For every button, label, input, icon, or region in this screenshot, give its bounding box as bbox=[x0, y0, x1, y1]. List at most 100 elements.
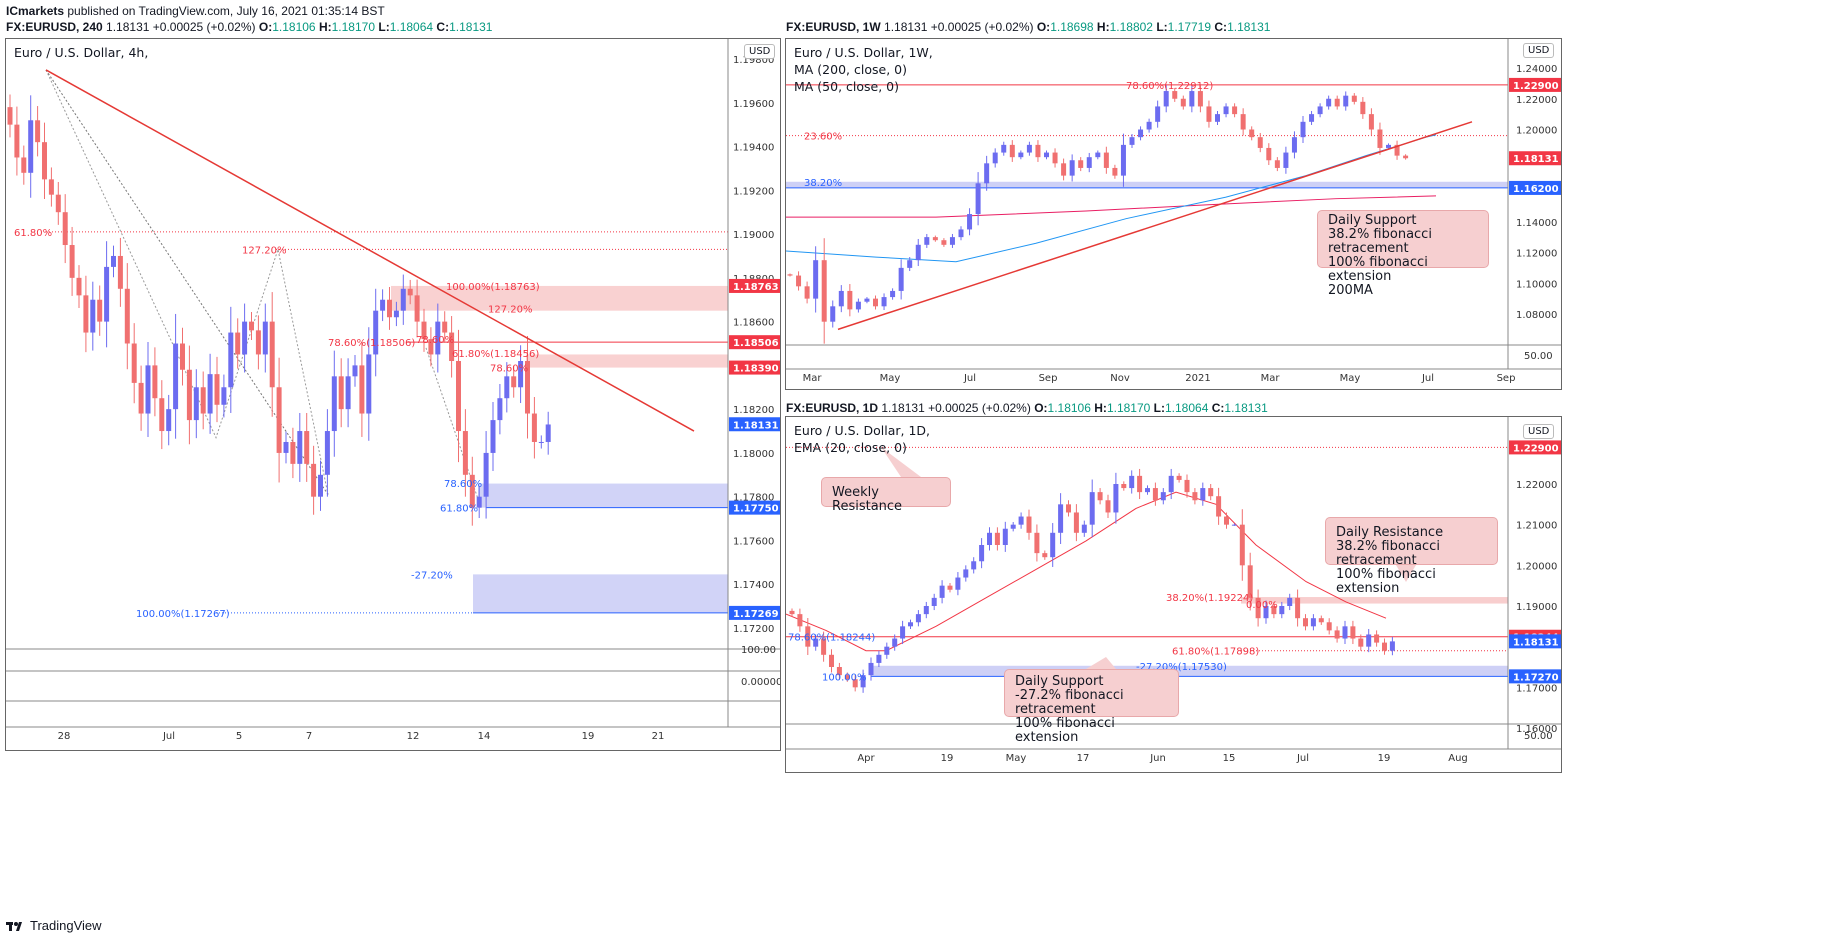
candle-body bbox=[1145, 488, 1150, 493]
indicator-ma50[interactable]: MA (50, close, 0) bbox=[794, 79, 900, 94]
x-tick-label: May bbox=[880, 373, 901, 384]
candle-body bbox=[1042, 553, 1048, 558]
change: +0.00025 (+0.02%) bbox=[928, 401, 1031, 415]
y-tick-label: 1.19200 bbox=[733, 186, 774, 197]
last-price: 1.18131 bbox=[881, 401, 925, 415]
candle-body bbox=[1103, 152, 1109, 168]
candle-body bbox=[1274, 160, 1280, 168]
symbol-label: FX:EURUSD, 1D bbox=[786, 401, 879, 415]
close-value: 1.18131 bbox=[1227, 20, 1271, 34]
candle-body bbox=[152, 365, 158, 399]
chart-canvas-h4[interactable]: 61.80% 127.20% 100.00%(1.18763) 127.20% 78.6… bbox=[6, 39, 782, 750]
currency-badge[interactable]: USD bbox=[1523, 43, 1555, 58]
candle-body bbox=[1360, 101, 1366, 115]
candle-body bbox=[881, 297, 887, 307]
candle-body bbox=[1176, 475, 1182, 480]
candle-body bbox=[987, 532, 992, 545]
candle-body bbox=[789, 610, 795, 615]
candle-body bbox=[469, 474, 475, 508]
price-tag-label: 1.18390 bbox=[733, 364, 779, 375]
candle-body bbox=[1129, 475, 1135, 489]
candle-body bbox=[1058, 504, 1064, 533]
chart-canvas-w1[interactable]: 78.60%(1.22912) 23.60% 38.20% 1.24000 1.2200… bbox=[785, 39, 1561, 389]
candle-body bbox=[787, 274, 793, 276]
resistance-zone bbox=[526, 354, 728, 368]
support-zone bbox=[871, 665, 1508, 677]
candle-body bbox=[1168, 475, 1174, 493]
y-tick-label: 1.18600 bbox=[733, 318, 774, 329]
candle-body bbox=[1309, 114, 1315, 122]
indicator-ema20[interactable]: EMA (20, close, 0) bbox=[794, 440, 907, 455]
candle-body bbox=[55, 194, 61, 213]
x-tick-label: Aug bbox=[1448, 753, 1468, 764]
candle-body bbox=[838, 290, 844, 307]
candle-body bbox=[1018, 152, 1024, 158]
candle-body bbox=[1002, 528, 1008, 545]
callout-pointer bbox=[1396, 565, 1416, 582]
candle-body bbox=[1240, 114, 1246, 130]
candle-body bbox=[804, 286, 810, 299]
candle-body bbox=[83, 295, 89, 333]
fib-label: 78.60% bbox=[416, 335, 454, 346]
callout-line: Daily Support bbox=[1328, 213, 1417, 228]
callout-line: 200MA bbox=[1328, 283, 1373, 298]
candle-body bbox=[490, 420, 496, 453]
candle-body bbox=[1386, 144, 1391, 148]
callout-pointer bbox=[1086, 657, 1116, 669]
candle-body bbox=[262, 321, 268, 355]
low-value: 1.17719 bbox=[1167, 20, 1212, 34]
candle-body bbox=[855, 301, 861, 310]
candle-body bbox=[400, 288, 406, 311]
chart-title-text: Euro / U.S. Dollar, 1D, bbox=[794, 423, 931, 438]
y-tick-label: 1.17000 bbox=[1516, 683, 1557, 694]
candle-body bbox=[380, 299, 386, 311]
currency-badge[interactable]: USD bbox=[744, 44, 776, 59]
candle-body bbox=[297, 431, 303, 464]
candle-body bbox=[924, 237, 930, 245]
price-tag bbox=[729, 605, 781, 620]
chart-panel-d1[interactable]: 78.60%(1.18244) 100.00% 38.20%(1.19224) 0.0… bbox=[785, 416, 1562, 773]
tradingview-logo-icon bbox=[6, 921, 22, 931]
resistance-zone bbox=[391, 285, 728, 311]
fib-label: 100.00%(1.18763) bbox=[446, 282, 540, 293]
change: +0.00025 (+0.02%) bbox=[930, 20, 1034, 34]
chart-canvas-d1[interactable]: 78.60%(1.18244) 100.00% 38.20%(1.19224)0.0… bbox=[785, 417, 1561, 772]
chart-title: Euro / U.S. Dollar, 1D, EMA (20, close, … bbox=[794, 422, 930, 456]
y-tick-label: 1.19000 bbox=[1516, 602, 1557, 613]
price-tag bbox=[729, 335, 781, 350]
candle-body bbox=[949, 237, 955, 245]
fib-label: 61.80%(1.18456) bbox=[452, 349, 539, 360]
candle-body bbox=[829, 654, 834, 667]
candle-body bbox=[1350, 626, 1356, 639]
candle-body bbox=[1001, 144, 1007, 153]
candle-body bbox=[1113, 484, 1119, 513]
candle-body bbox=[852, 679, 858, 688]
candle-body bbox=[345, 376, 351, 410]
candle-body bbox=[1366, 634, 1372, 647]
candle-body bbox=[173, 343, 179, 410]
candle-body bbox=[435, 321, 441, 355]
candle-body bbox=[124, 288, 130, 344]
candle-body bbox=[955, 577, 961, 590]
candle-body bbox=[359, 365, 365, 414]
currency-badge[interactable]: USD bbox=[1523, 424, 1555, 439]
indicator-ma200[interactable]: MA (200, close, 0) bbox=[794, 62, 907, 77]
chart-panel-h4[interactable]: 61.80% 127.20% 100.00%(1.18763) 127.20% 78.6… bbox=[5, 38, 782, 751]
candle-body bbox=[76, 277, 82, 296]
candle-body bbox=[1303, 618, 1308, 627]
candle-body bbox=[1146, 121, 1152, 130]
candle-body bbox=[166, 409, 172, 432]
candle-body bbox=[1224, 516, 1229, 525]
candle-body bbox=[318, 474, 323, 497]
sub-axis-label: 0.00000 bbox=[741, 677, 780, 688]
candle-body bbox=[1206, 106, 1212, 122]
price-tag-label: 1.18763 bbox=[733, 282, 779, 293]
chart-panel-w1[interactable]: 78.60%(1.22912) 23.60% 38.20% 1.24000 1.2200… bbox=[785, 38, 1562, 390]
candle-body bbox=[483, 452, 489, 497]
footer-brand[interactable]: TradingView bbox=[6, 918, 102, 933]
open-value: 1.18698 bbox=[1050, 20, 1094, 34]
candle-body bbox=[1035, 144, 1041, 158]
candle-body bbox=[504, 376, 510, 399]
candle-body bbox=[7, 107, 13, 125]
candle-body bbox=[421, 321, 427, 340]
